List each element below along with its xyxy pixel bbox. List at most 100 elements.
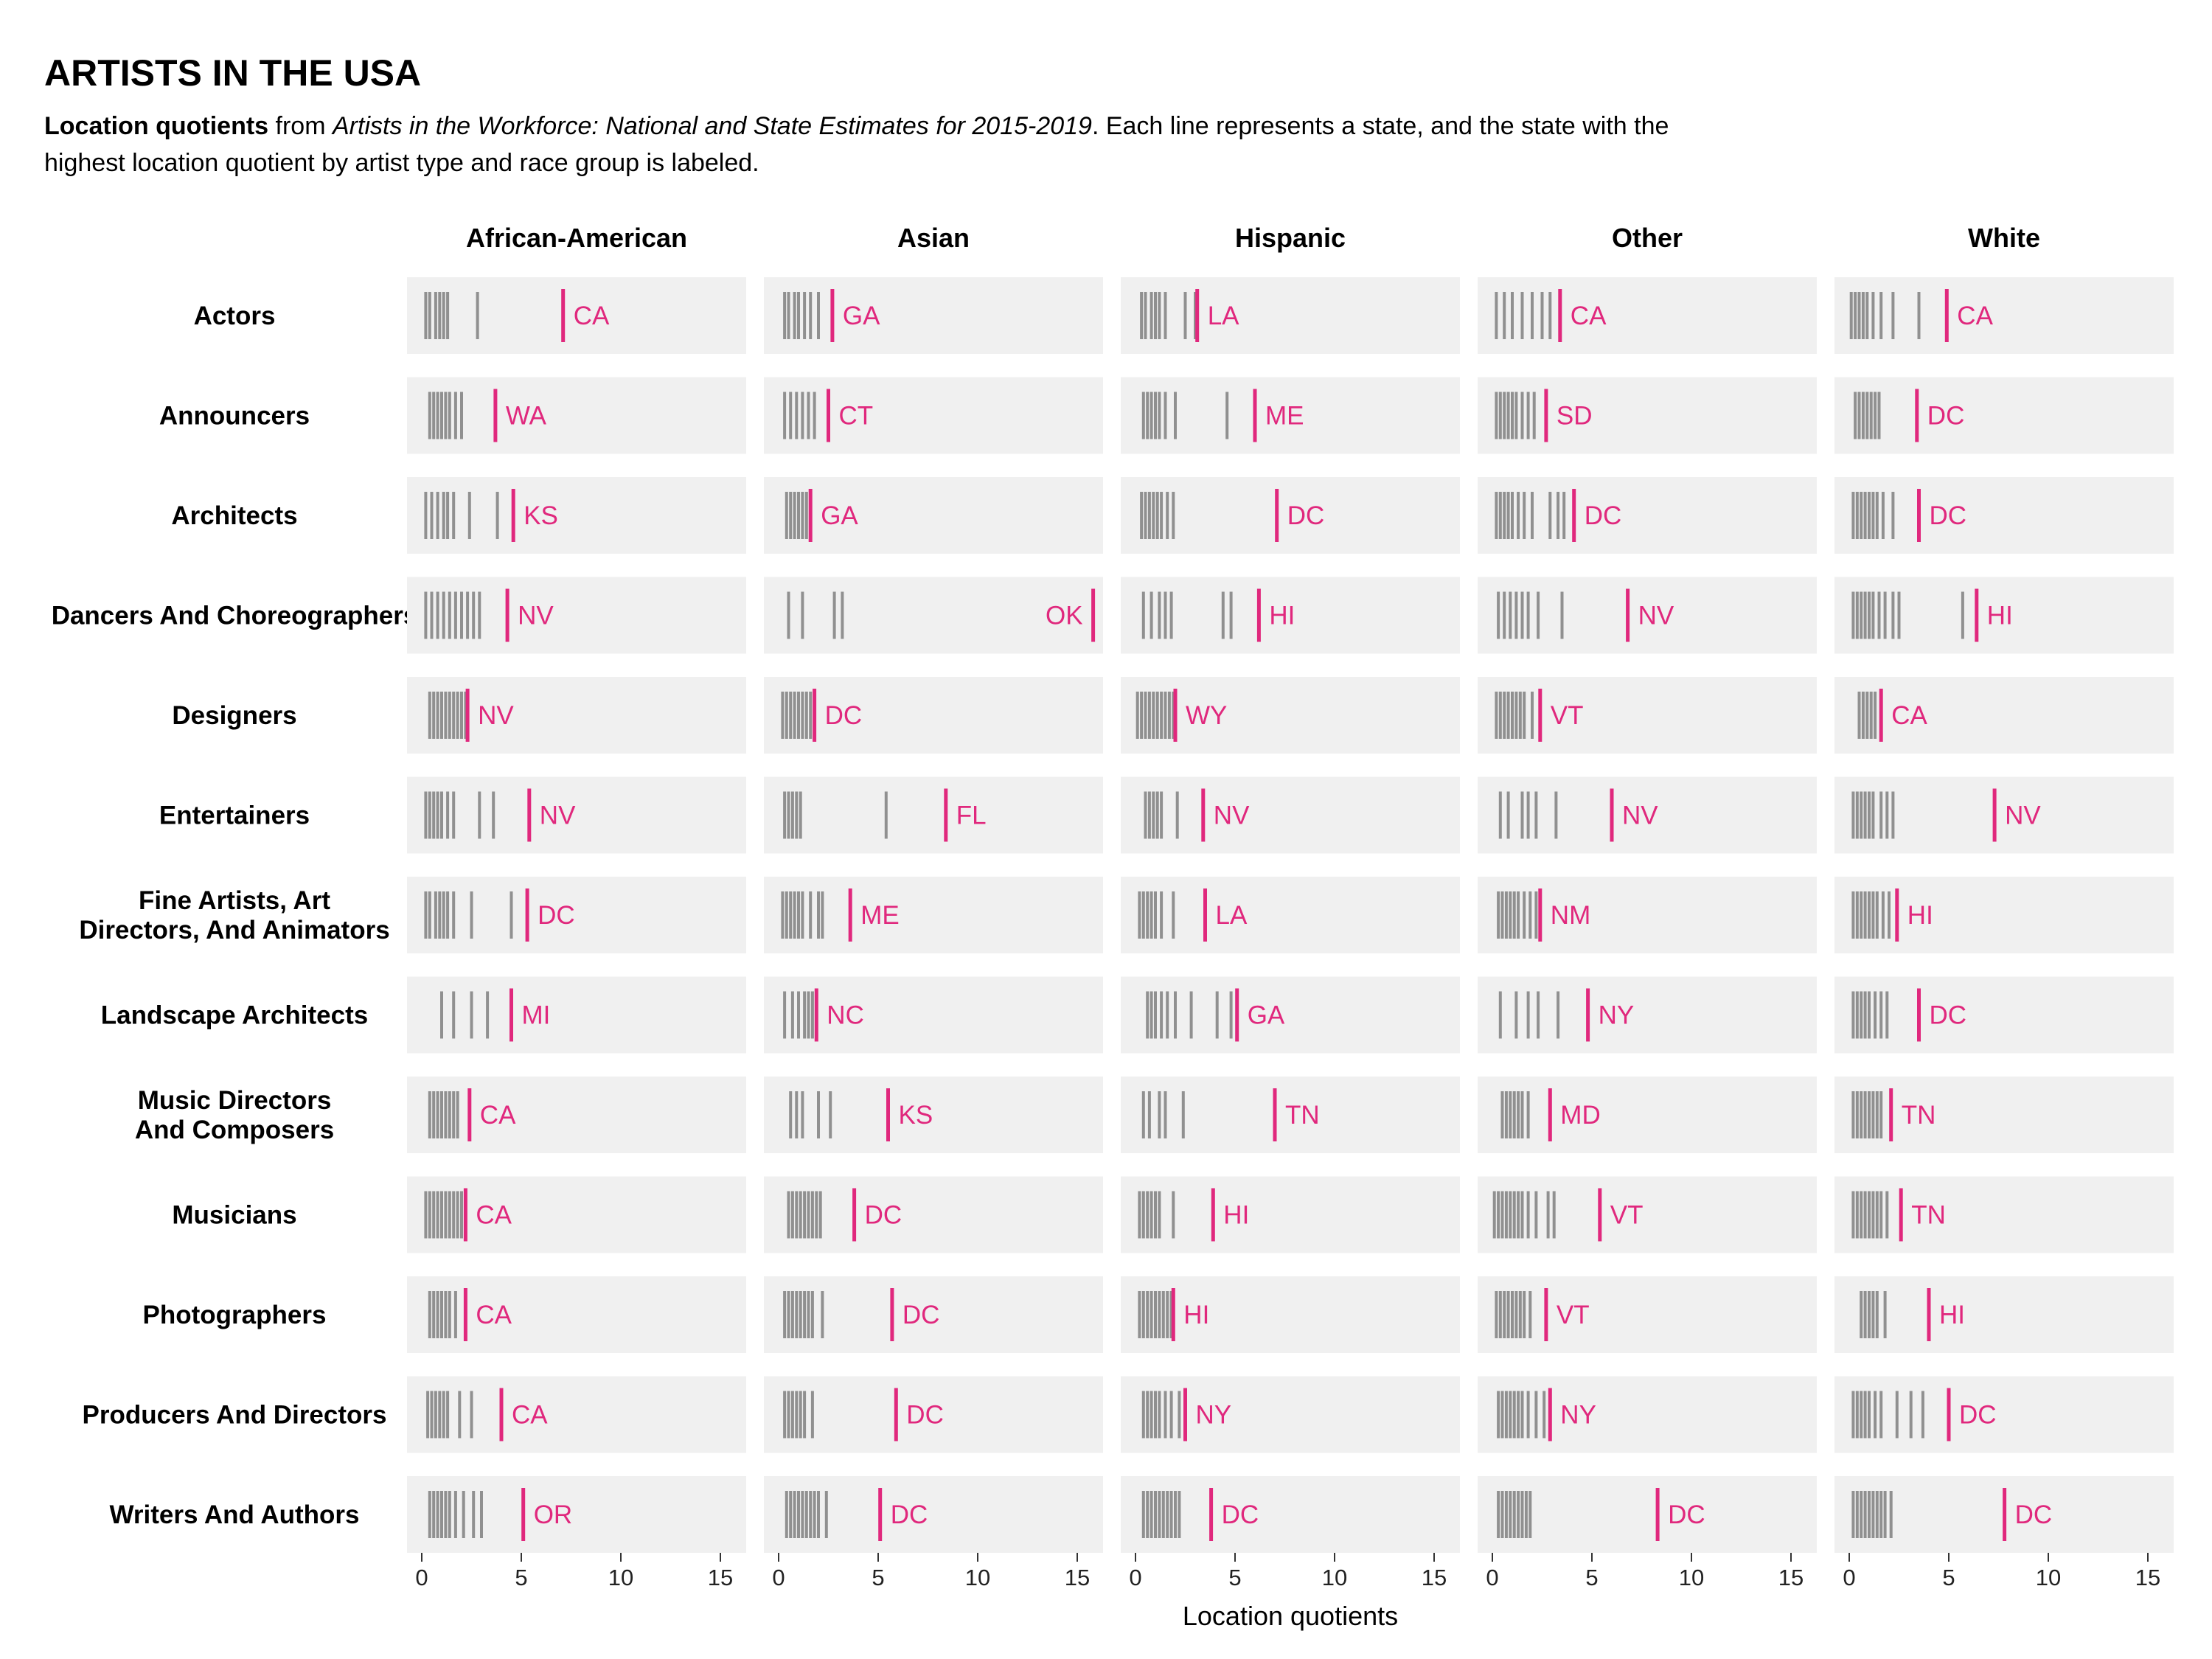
- row-label: Writers And Authors: [110, 1500, 360, 1529]
- panel-background: [407, 577, 746, 654]
- panel: GA: [764, 277, 1103, 354]
- row-label-line: Writers And Authors: [110, 1500, 360, 1529]
- row-label: Architects: [171, 501, 297, 530]
- panel-background: [1834, 776, 2174, 854]
- panel: GA: [764, 477, 1103, 554]
- panel-background: [1478, 577, 1817, 654]
- state-label: NY: [1196, 1401, 1232, 1430]
- panel-background: [1834, 477, 2174, 554]
- row-label-line: Fine Artists, Art: [139, 886, 330, 915]
- state-label: CA: [480, 1101, 516, 1130]
- panel: DC: [1121, 1476, 1460, 1553]
- panel: CA: [1834, 677, 2174, 754]
- panel: CA: [407, 1077, 746, 1153]
- panel-background: [1478, 976, 1817, 1054]
- row-label: Producers And Directors: [83, 1401, 387, 1430]
- panel: DC: [1834, 377, 2174, 454]
- panel: ME: [1121, 377, 1460, 454]
- panel: VT: [1478, 1176, 1817, 1253]
- state-label: FL: [956, 801, 987, 830]
- panel-background: [1478, 1376, 1817, 1453]
- row-label-line: Producers And Directors: [83, 1401, 387, 1430]
- column-header: Other: [1612, 223, 1683, 253]
- panel: LA: [1121, 277, 1460, 354]
- panel: HI: [1834, 577, 2174, 654]
- panel: TN: [1834, 1176, 2174, 1253]
- state-label: CA: [512, 1401, 548, 1430]
- panel: HI: [1834, 877, 2174, 953]
- state-label: DC: [1668, 1500, 1705, 1529]
- column-header: Hispanic: [1235, 223, 1346, 253]
- panel: NY: [1121, 1376, 1460, 1453]
- state-label: CT: [839, 402, 874, 431]
- row-label-line: Designers: [172, 701, 296, 730]
- row-label: Music Directors And Composers: [135, 1086, 334, 1144]
- x-tick-label: 5: [872, 1565, 884, 1590]
- panel: SD: [1478, 377, 1817, 454]
- state-label: DC: [1287, 501, 1325, 530]
- panel: OK: [764, 577, 1103, 654]
- panel: NM: [1478, 877, 1817, 953]
- x-tick-label: 0: [1843, 1565, 1855, 1590]
- panel: CA: [1834, 277, 2174, 354]
- panel-background: [1121, 577, 1460, 654]
- panel-background: [407, 1276, 746, 1353]
- state-label: MD: [1560, 1101, 1600, 1130]
- panel-background: [1121, 877, 1460, 953]
- panel-background: [1834, 677, 2174, 754]
- panel-background: [1834, 1077, 2174, 1153]
- x-tick-label: 0: [772, 1565, 785, 1590]
- x-tick-label: 10: [1322, 1565, 1347, 1590]
- panel-background: [1121, 1276, 1460, 1353]
- panel: DC: [764, 677, 1103, 754]
- panel-background: [1834, 1276, 2174, 1353]
- panel: HI: [1834, 1276, 2174, 1353]
- state-label: OR: [534, 1500, 573, 1529]
- panel: CA: [407, 1276, 746, 1353]
- state-label: NV: [478, 701, 514, 730]
- panel-background: [1121, 1476, 1460, 1553]
- state-label: DC: [1959, 1401, 1997, 1430]
- state-label: DC: [1585, 501, 1622, 530]
- row-label-line: Directors, And Animators: [79, 916, 389, 945]
- x-tick-label: 15: [1778, 1565, 1804, 1590]
- panel-background: [764, 1376, 1103, 1453]
- state-label: TN: [1911, 1201, 1946, 1230]
- subtitle-rest: . Each line represents a state, and the …: [44, 112, 1669, 177]
- row-label-line: And Composers: [135, 1116, 334, 1144]
- state-label: NV: [518, 602, 554, 630]
- state-label: KS: [899, 1101, 933, 1130]
- panel: HI: [1121, 1276, 1460, 1353]
- panel: DC: [764, 1276, 1103, 1353]
- panel-background: [407, 976, 746, 1054]
- row-label: Actors: [194, 302, 276, 330]
- state-label: CA: [476, 1301, 512, 1329]
- state-label: CA: [1957, 302, 1993, 330]
- state-label: DC: [865, 1201, 902, 1230]
- panel-background: [407, 1077, 746, 1153]
- panel-background: [1478, 277, 1817, 354]
- state-label: KS: [524, 501, 558, 530]
- row-label-line: Dancers And Choreographers: [52, 602, 418, 630]
- panel: NV: [1121, 776, 1460, 854]
- row-label: Announcers: [159, 402, 310, 431]
- panel: DC: [764, 1176, 1103, 1253]
- row-label: Entertainers: [159, 801, 310, 830]
- x-tick-label: 10: [608, 1565, 633, 1590]
- state-label: GA: [843, 302, 880, 330]
- state-label: DC: [538, 901, 575, 930]
- x-tick-label: 10: [965, 1565, 990, 1590]
- x-tick-label: 15: [1065, 1565, 1090, 1590]
- panel-background: [764, 677, 1103, 754]
- panel-background: [407, 776, 746, 854]
- panel: WA: [407, 377, 746, 454]
- state-label: ME: [860, 901, 900, 930]
- panel-background: [1121, 677, 1460, 754]
- state-label: SD: [1557, 402, 1593, 431]
- x-tick-label: 0: [1129, 1565, 1141, 1590]
- column-header: African-American: [466, 223, 687, 253]
- panel-background: [1478, 1276, 1817, 1353]
- panel: CA: [407, 277, 746, 354]
- panel: ME: [764, 877, 1103, 953]
